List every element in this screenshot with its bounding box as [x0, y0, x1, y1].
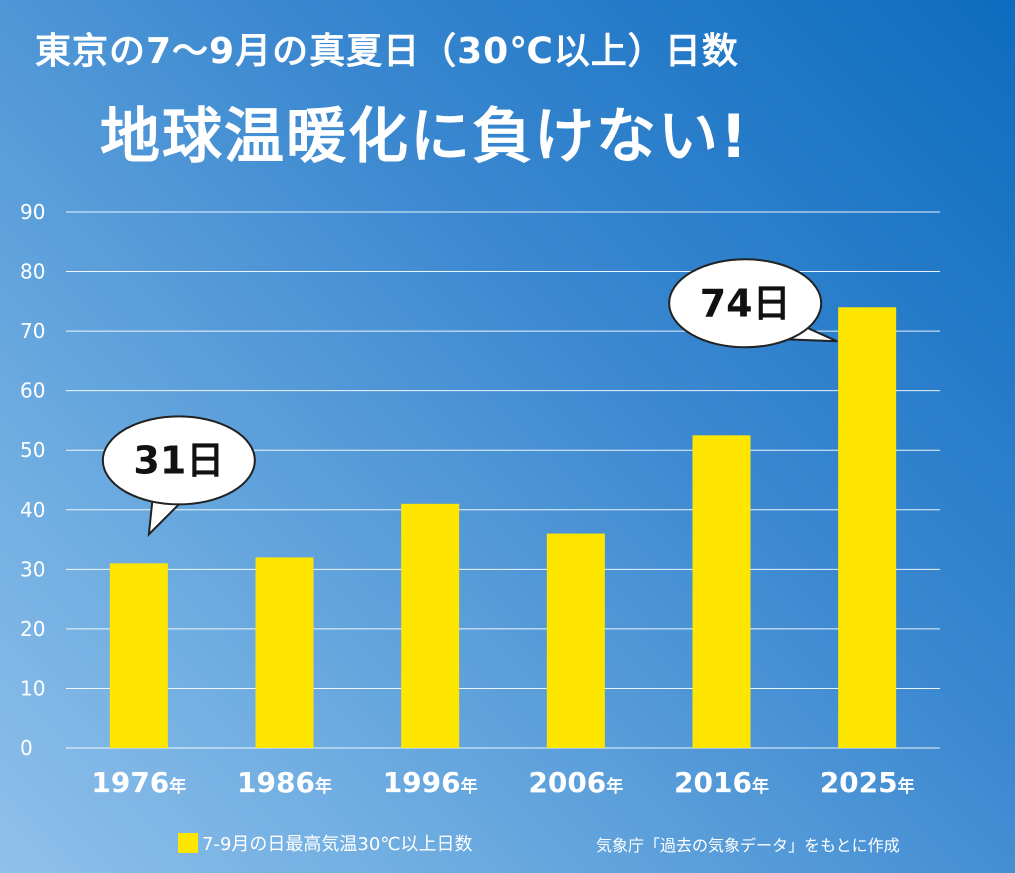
legend: 7-9月の日最高気温30℃以上日数: [178, 830, 473, 856]
y-tick-label: 30: [20, 557, 45, 581]
callout: 74日: [668, 258, 838, 349]
y-tick-labels: 0 10 20 30 40 50 60 70 80 90: [20, 200, 45, 760]
y-tick-label: 80: [20, 260, 45, 284]
y-tick-label: 10: [20, 676, 45, 700]
bars: [109, 307, 897, 748]
x-tick-label: 2006年: [528, 766, 623, 799]
chart-subtitle: 地球温暖化に負けない!: [100, 102, 750, 172]
callout-fill: [670, 260, 820, 346]
x-tick-label: 2025年: [820, 766, 915, 799]
x-tick-label: 1976年: [91, 766, 186, 799]
y-tick-label: 20: [20, 617, 45, 641]
x-tick-label: 2016年: [674, 766, 769, 799]
legend-label: 7-9月の日最高気温30℃以上日数: [202, 834, 473, 855]
bar: [109, 563, 168, 748]
callout: 31日: [101, 415, 256, 538]
y-tick-label: 40: [20, 498, 45, 522]
y-tick-label: 90: [20, 200, 45, 224]
bar: [255, 557, 314, 748]
bar: [546, 533, 605, 748]
chart-title: 東京の7～9月の真夏日（30℃以上）日数: [35, 31, 739, 72]
y-tick-label: 50: [20, 438, 45, 462]
y-tick-label: 70: [20, 319, 45, 343]
legend-swatch: [178, 833, 198, 853]
y-tick-label: 60: [20, 379, 45, 403]
y-tick-label: 0: [20, 736, 33, 760]
callouts: 31日 74日: [101, 258, 838, 538]
bar: [692, 435, 751, 748]
callout-fill: [104, 417, 254, 503]
data-label: 31日: [133, 438, 224, 482]
x-tick-label: 1986年: [237, 766, 332, 799]
source-note: 気象庁「過去の気象データ」をもとに作成: [596, 836, 900, 855]
bar: [401, 503, 460, 748]
data-label: 74日: [700, 281, 791, 325]
bar: [838, 307, 897, 748]
x-tick-label: 1996年: [383, 766, 478, 799]
x-tick-labels: 1976年 1986年 1996年 2006年 2016年 2025年: [91, 766, 914, 799]
